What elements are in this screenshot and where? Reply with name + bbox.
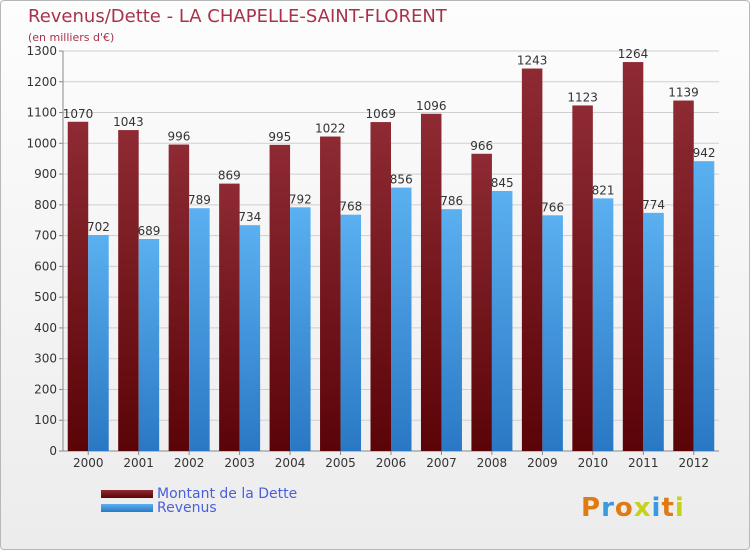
bar-revenue [441,209,462,451]
data-label-revenue: 766 [541,200,564,214]
legend-swatch-debt [101,490,153,498]
y-tick-label: 500 [34,290,57,304]
x-tick-label: 2007 [426,456,457,470]
legend-label-revenue: Revenus [157,500,217,516]
data-label-debt: 1022 [315,122,346,136]
bar-debt [471,153,492,451]
data-label-debt: 1043 [113,115,144,129]
y-tick-label: 800 [34,198,57,212]
bar-debt [219,183,240,451]
y-tick-label: 700 [34,229,57,243]
y-tick-label: 400 [34,321,57,335]
y-tick-label: 300 [34,352,57,366]
data-label-revenue: 702 [87,220,110,234]
bar-debt [168,144,190,452]
x-tick-label: 2008 [477,456,508,470]
y-tick-label: 100 [34,413,57,427]
data-label-revenue: 786 [440,194,463,208]
bar-debt [622,62,644,451]
x-tick-label: 2005 [325,456,356,470]
y-tick-label: 900 [34,167,57,181]
bar-debt [572,105,593,451]
bar-debt [673,100,694,452]
data-label-revenue: 942 [693,146,716,160]
data-label-debt: 1069 [365,107,396,121]
x-tick-label: 2009 [527,456,558,470]
legend-swatch-revenue [101,504,153,512]
chart-legend: Montant de la Dette Revenus [101,487,297,515]
bar-debt [269,144,291,451]
legend-item-debt: Montant de la Dette [101,487,297,501]
y-tick-label: 200 [34,382,57,396]
data-label-debt: 1123 [567,90,598,104]
x-tick-label: 2006 [376,456,407,470]
y-tick-label: 1200 [26,75,57,89]
x-tick-label: 2000 [73,456,104,470]
data-label-debt: 1243 [517,54,548,68]
data-label-revenue: 768 [339,200,362,214]
data-label-revenue: 792 [289,192,312,206]
bar-revenue [391,187,412,451]
data-label-debt: 1096 [416,99,447,113]
x-tick-label: 2003 [224,456,255,470]
bar-revenue [138,239,160,451]
x-tick-label: 2004 [275,456,306,470]
data-label-debt: 869 [218,169,241,183]
data-label-revenue: 856 [390,173,413,187]
chart-subtitle: (en milliers d'€) [28,31,115,44]
data-label-debt: 1264 [618,47,649,61]
data-label-debt: 996 [167,130,190,144]
bar-revenue [88,235,109,451]
bar-revenue [643,212,664,451]
legend-label-debt: Montant de la Dette [157,486,298,502]
data-label-debt: 1070 [63,107,94,121]
data-label-debt: 966 [470,139,493,153]
bar-revenue [592,198,614,451]
y-tick-label: 0 [49,444,57,458]
data-label-debt: 995 [268,130,291,144]
bar-debt [320,136,341,452]
bar-revenue [189,208,210,451]
legend-item-revenue: Revenus [101,501,297,515]
bar-debt [370,122,391,452]
bar-debt [118,130,139,452]
bar-revenue [693,161,715,451]
y-tick-label: 1000 [26,136,57,150]
y-tick-label: 1300 [26,44,57,58]
data-label-revenue: 821 [592,183,615,197]
x-tick-label: 2010 [578,456,609,470]
x-tick-label: 2002 [174,456,205,470]
bar-debt [521,68,543,452]
chart-title: Revenus/Dette - LA CHAPELLE-SAINT-FLOREN… [28,6,447,27]
bar-debt [420,113,442,452]
bar-revenue [340,214,362,451]
bar-debt [67,121,89,452]
bar-revenue [491,191,513,451]
data-label-debt: 1139 [668,86,699,100]
data-label-revenue: 845 [491,176,514,190]
x-tick-label: 2001 [123,456,154,470]
data-label-revenue: 774 [642,198,665,212]
x-tick-label: 2011 [628,456,659,470]
y-tick-label: 1100 [26,106,57,120]
bar-revenue [290,207,311,451]
data-label-revenue: 689 [137,224,160,238]
bar-revenue [239,225,261,451]
data-label-revenue: 734 [238,210,261,224]
y-tick-label: 600 [34,259,57,273]
bar-revenue [542,215,563,451]
x-tick-label: 2012 [678,456,709,470]
proxiti-logo: Proxiti [581,493,685,523]
data-label-revenue: 789 [188,193,211,207]
